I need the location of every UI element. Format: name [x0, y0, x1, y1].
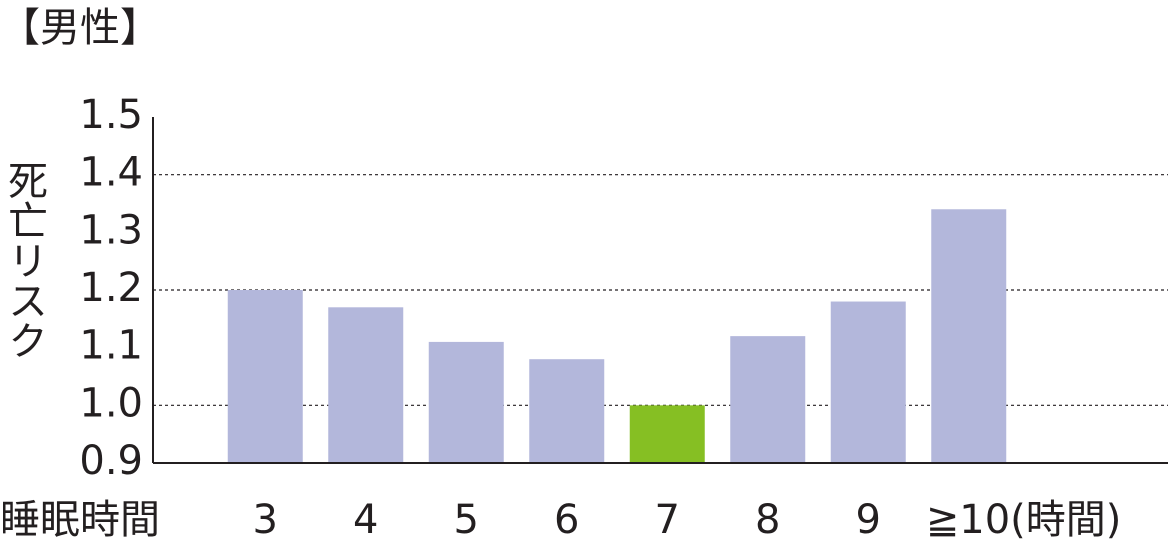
x-tick-label: ≧10(時間)	[926, 497, 1122, 543]
chart-title: 【男性】	[0, 5, 160, 51]
bar	[629, 405, 705, 463]
y-tick-label: 1.0	[79, 380, 143, 426]
x-tick-label: 8	[755, 497, 780, 543]
bar	[730, 336, 806, 463]
y-tick-label: 1.3	[79, 207, 143, 253]
bar	[227, 290, 303, 463]
x-tick-label: 5	[454, 497, 479, 543]
y-tick-label: 1.4	[79, 150, 143, 196]
x-axis-label: 睡眠時間	[0, 497, 160, 543]
bar	[529, 359, 605, 463]
bar	[428, 341, 504, 463]
y-axis-label: 死亡リスク	[1, 160, 47, 360]
x-tick-label: 4	[353, 497, 378, 543]
bar	[931, 209, 1007, 463]
x-tick-label: 6	[554, 497, 579, 543]
bar	[328, 307, 404, 463]
y-tick-label: 1.1	[79, 323, 143, 369]
bar	[830, 301, 906, 463]
y-tick-label: 1.5	[79, 92, 143, 138]
x-tick-label: 3	[253, 497, 278, 543]
y-tick-label: 0.9	[79, 438, 143, 484]
x-tick-label: 9	[856, 497, 881, 543]
x-tick-label: 7	[655, 497, 680, 543]
y-tick-label: 1.2	[79, 265, 143, 311]
